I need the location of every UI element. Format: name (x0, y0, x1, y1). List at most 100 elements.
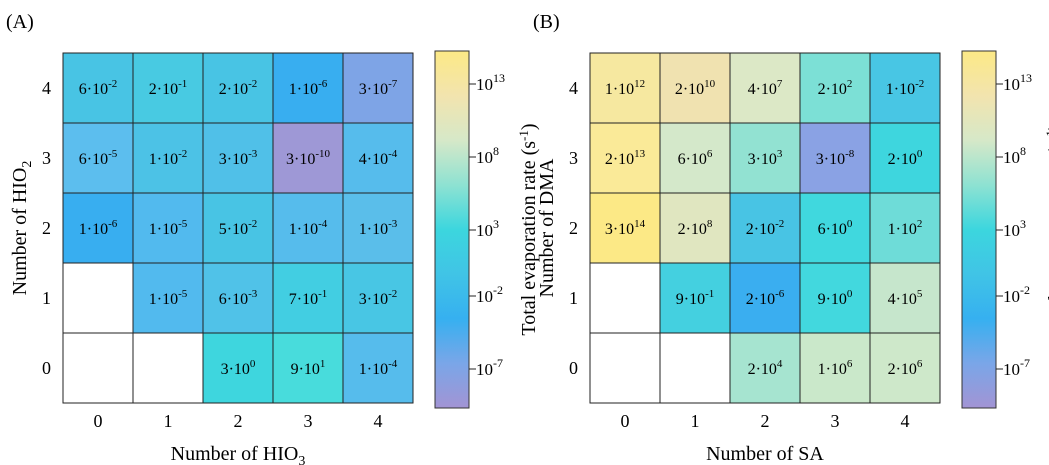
cell-value-label: 2·104 (748, 358, 783, 378)
colorbar (434, 50, 470, 409)
colorbar-title: Total evaporation rate (s-1) (1043, 123, 1049, 335)
heatmap-cell (62, 52, 134, 124)
heatmap-cell (869, 332, 941, 404)
heatmap-cell (202, 122, 274, 194)
cell-value-label: 7·10-1 (289, 288, 328, 308)
heatmap-cell (132, 52, 204, 124)
heatmap-cell (869, 192, 941, 264)
y-tick-label: 2 (569, 218, 578, 238)
y-tick-label: 4 (42, 78, 51, 98)
heatmap-cell (659, 262, 731, 334)
cell-value-label: 2·108 (678, 218, 713, 238)
x-tick-label: 0 (621, 411, 630, 431)
cell-value-label: 2·1013 (605, 148, 646, 168)
cell-value-label: 1·10-4 (359, 358, 398, 378)
heatmap-cell (132, 262, 204, 334)
x-axis-title: Number of SA (706, 443, 824, 465)
cell-value-label: 9·101 (291, 358, 326, 378)
cell-value-label: 2·10-2 (746, 218, 785, 238)
colorbar-tick-label: 10-2 (1003, 283, 1030, 306)
heatmap-cell (132, 122, 204, 194)
y-tick-label: 3 (42, 148, 51, 168)
heatmap-cell (589, 262, 661, 334)
colorbar-tick-label: 1013 (1003, 71, 1032, 94)
colorbar-tick-label: 10-7 (1003, 356, 1030, 379)
heatmap-cell (589, 122, 661, 194)
heatmap-cell (62, 262, 134, 334)
cell-value-label: 2·10-6 (746, 288, 785, 308)
cell-value-label: 1·10-2 (886, 78, 925, 98)
cell-value-label: 2·102 (818, 78, 853, 98)
cell-value-label: 3·10-7 (359, 78, 398, 98)
y-axis-title: Number of DMA (536, 158, 558, 297)
colorbar-tick-label: 103 (1003, 217, 1026, 240)
cell-value-label: 3·10-2 (359, 288, 398, 308)
heatmap-cell (729, 332, 801, 404)
x-tick-label: 2 (761, 411, 770, 431)
heatmap-cell (202, 52, 274, 124)
cell-value-label: 1·1012 (605, 78, 645, 98)
x-tick-label: 4 (374, 411, 383, 431)
colorbar-tick-label: 1013 (476, 71, 505, 94)
cell-value-label: 6·100 (818, 218, 853, 238)
y-tick-label: 4 (569, 78, 578, 98)
heatmap-cell (799, 122, 871, 194)
cell-value-label: 2·100 (888, 148, 923, 168)
colorbar-tick-label: 108 (476, 144, 499, 167)
cell-value-label: 1·10-6 (79, 218, 118, 238)
heatmap-cell (272, 262, 344, 334)
cell-value-label: 3·100 (221, 358, 256, 378)
colorbar (961, 50, 997, 409)
y-tick-label: 0 (42, 358, 51, 378)
colorbar-tick-label: 108 (1003, 144, 1026, 167)
cell-value-label: 1·106 (818, 358, 853, 378)
cell-value-label: 2·10-1 (149, 78, 188, 98)
cell-value-label: 6·10-5 (79, 148, 118, 168)
heatmap-cell (659, 192, 731, 264)
heatmap-cell (62, 332, 134, 404)
heatmap-cell (729, 262, 801, 334)
cell-value-label: 4·107 (748, 78, 783, 98)
heatmap-cell (659, 122, 731, 194)
heatmap-cell (342, 192, 414, 264)
cell-value-label: 1·10-5 (149, 288, 188, 308)
heatmap-cell (202, 332, 274, 404)
cell-value-label: 6·106 (678, 148, 713, 168)
heatmap-cell (272, 122, 344, 194)
cell-value-label: 3·10-8 (816, 148, 855, 168)
cell-value-label: 3·103 (748, 148, 783, 168)
cell-value-label: 2·10-2 (219, 78, 258, 98)
y-tick-label: 2 (42, 218, 51, 238)
x-tick-label: 3 (831, 411, 840, 431)
x-axis-title: Number of HIO3 (171, 443, 306, 465)
heatmap-cell (869, 262, 941, 334)
cell-value-label: 1·10-3 (359, 218, 398, 238)
heatmap-cell (729, 192, 801, 264)
panel-b: (B) 1·1012 2·1010 4·107 2·102 1·10-2 2·1013 6·1… (533, 11, 1049, 465)
cell-value-label: 9·100 (818, 288, 853, 308)
cell-value-label: 4·105 (888, 288, 923, 308)
cell-value-label: 2·1010 (675, 78, 716, 98)
cell-value-label: 1·10-6 (289, 78, 328, 98)
x-tick-label: 3 (304, 411, 313, 431)
cell-value-label: 2·106 (888, 358, 923, 378)
x-tick-label: 1 (164, 411, 173, 431)
colorbar-tick-label: 10-2 (476, 283, 503, 306)
cell-value-label: 1·102 (888, 218, 923, 238)
cell-value-label: 3·10-10 (286, 148, 330, 168)
cell-value-label: 1·10-2 (149, 148, 188, 168)
y-tick-label: 0 (569, 358, 578, 378)
heatmap-cell (342, 52, 414, 124)
y-tick-label: 1 (569, 288, 578, 308)
y-axis-title: Number of HIO2 (9, 161, 35, 296)
heatmap-cell (342, 122, 414, 194)
cell-value-label: 4·10-4 (359, 148, 398, 168)
heatmap-cell (799, 332, 871, 404)
heatmap-cell (202, 262, 274, 334)
cell-value-label: 3·1014 (605, 218, 646, 238)
heatmap-cell (589, 52, 661, 124)
colorbar-tick-label: 10-7 (476, 356, 503, 379)
panel-label: (A) (6, 11, 34, 33)
heatmap-cell (799, 192, 871, 264)
